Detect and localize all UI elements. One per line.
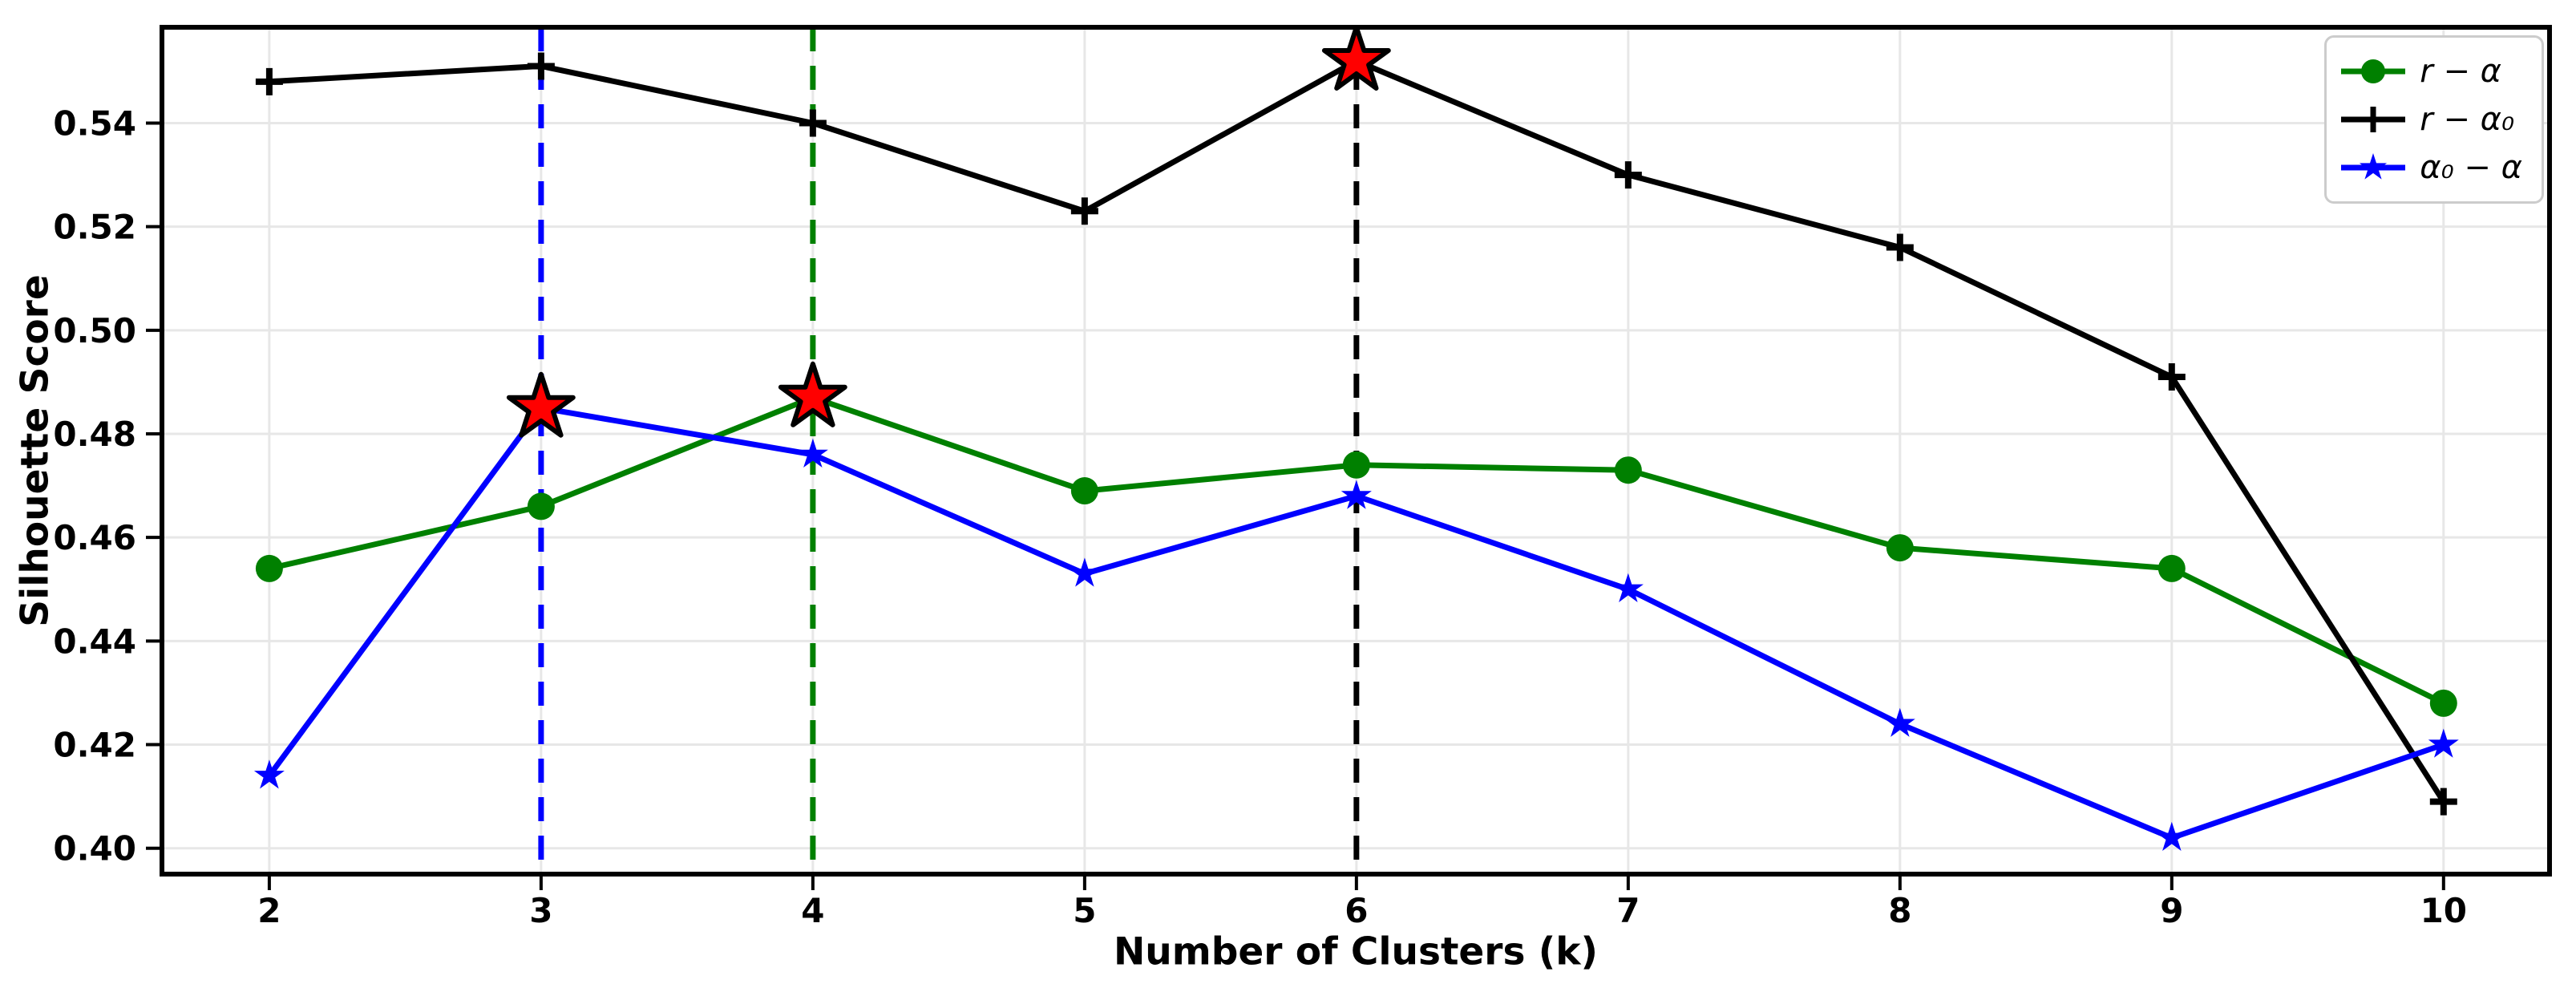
y-tick-label: 0.46 xyxy=(53,518,136,557)
marker-circle-icon xyxy=(2429,689,2457,717)
legend-sample-star xyxy=(2360,153,2388,180)
optimal-star-icon xyxy=(778,361,847,427)
y-axis-label: Silhouette Score xyxy=(13,274,58,627)
marker-star-icon xyxy=(1884,707,1915,737)
x-tick-label: 6 xyxy=(1345,891,1368,930)
marker-star-icon xyxy=(797,438,828,468)
x-tick-label: 7 xyxy=(1616,891,1640,930)
x-tick-label: 8 xyxy=(1888,891,1911,930)
legend-sample-circle xyxy=(2361,59,2386,83)
x-tick-label: 2 xyxy=(257,891,281,930)
legend-label: α₀ − α xyxy=(2420,149,2522,186)
marker-star-icon xyxy=(1341,480,1372,509)
x-tick-label: 3 xyxy=(529,891,552,930)
legend-label: r − α xyxy=(2420,53,2502,90)
y-tick-label: 0.42 xyxy=(53,726,136,765)
marker-circle-icon xyxy=(1614,456,1642,484)
marker-circle-icon xyxy=(2157,554,2186,582)
legend: r − α r − α₀ α₀ − α xyxy=(2324,35,2544,204)
x-tick-label: 9 xyxy=(2160,891,2183,930)
legend-item-r-alpha: r − α xyxy=(2339,49,2522,94)
marker-star-icon xyxy=(1612,573,1644,602)
y-tick-label: 0.44 xyxy=(53,622,136,661)
marker-circle-icon xyxy=(1070,477,1098,505)
y-tick-label: 0.50 xyxy=(53,311,136,350)
legend-marker-circle-icon xyxy=(2341,59,2406,83)
marker-circle-icon xyxy=(1342,451,1370,479)
y-tick-label: 0.40 xyxy=(53,829,136,869)
x-tick-label: 4 xyxy=(801,891,824,930)
optimal-star-icon xyxy=(506,371,576,438)
optimal-star-icon xyxy=(1321,25,1391,91)
legend-marker-plus-icon xyxy=(2341,107,2406,132)
legend-label: r − α₀ xyxy=(2420,101,2515,138)
marker-star-icon xyxy=(2428,728,2459,758)
marker-star-icon xyxy=(2156,821,2187,851)
marker-circle-icon xyxy=(255,554,283,582)
marker-circle-icon xyxy=(527,492,555,520)
y-tick-label: 0.48 xyxy=(53,415,136,454)
x-axis-label: Number of Clusters (k) xyxy=(1113,929,1599,974)
marker-star-icon xyxy=(253,759,285,789)
x-tick-label: 5 xyxy=(1073,891,1096,930)
y-tick-label: 0.54 xyxy=(53,103,136,143)
legend-item-r-alpha0: r − α₀ xyxy=(2339,97,2522,142)
legend-marker-star-icon xyxy=(2341,153,2406,180)
x-tick-label: 10 xyxy=(2420,891,2467,930)
y-tick-label: 0.52 xyxy=(53,208,136,247)
marker-circle-icon xyxy=(1886,534,1914,562)
legend-item-alpha0-alpha: α₀ − α xyxy=(2339,145,2522,190)
marker-star-icon xyxy=(1069,557,1100,587)
